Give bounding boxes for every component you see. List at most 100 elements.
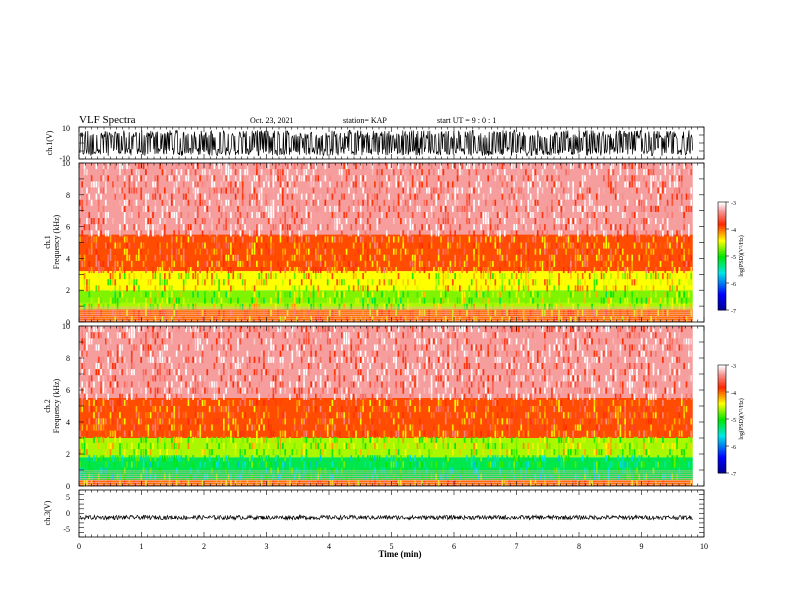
- spectrogram-cell: [258, 442, 261, 450]
- spectrogram-cell: [121, 387, 124, 394]
- spectrogram-cell: [130, 350, 133, 357]
- spectrogram-cell: [444, 248, 447, 255]
- spectrogram-cell: [149, 218, 152, 225]
- spectrogram-cell: [435, 273, 438, 280]
- spectrogram-cell: [515, 260, 518, 267]
- spectrogram-cell: [90, 303, 93, 310]
- spectrogram-cell: [307, 332, 310, 339]
- spectrogram-cell: [352, 393, 355, 400]
- spectrogram-cell: [159, 163, 161, 170]
- spectrogram-cell: [133, 285, 135, 292]
- spectrogram-cell: [88, 230, 91, 237]
- spectrogram-cell: [343, 350, 346, 357]
- spectrogram-cell: [350, 449, 353, 456]
- spectrogram-cell: [470, 303, 473, 310]
- spectrogram-cell: [305, 430, 308, 437]
- spectrogram-cell: [374, 254, 376, 261]
- spectrogram-cell: [437, 163, 440, 170]
- spectrogram-cell: [86, 418, 88, 425]
- spectrogram-cell: [614, 236, 617, 243]
- spectrogram-cell: [168, 369, 171, 376]
- spectrogram-cell: [149, 479, 152, 486]
- spectrogram-cell: [626, 285, 629, 292]
- spectrogram-cell: [211, 381, 213, 388]
- spectrogram-cell: [326, 442, 329, 450]
- spectrogram-cell: [149, 455, 152, 462]
- spectrogram-cell: [90, 381, 93, 388]
- spectrogram-cell: [161, 387, 164, 394]
- spectrogram-cell: [248, 375, 251, 382]
- spectrogram-cell: [102, 175, 105, 182]
- spectrogram-cell: [300, 230, 303, 237]
- spectrogram-cell: [135, 297, 138, 304]
- spectrogram-cell: [246, 211, 249, 219]
- colorbar-swatch: [718, 297, 726, 300]
- spectrogram-cell: [265, 467, 268, 474]
- spectrogram-cell: [645, 273, 648, 280]
- spectrogram-cell: [447, 273, 449, 280]
- spectrogram-cell: [312, 356, 315, 363]
- spectrogram-cell: [128, 163, 131, 170]
- spectrogram-cell: [267, 175, 270, 182]
- spectrogram-cell: [562, 315, 565, 322]
- spectrogram-cell: [442, 230, 445, 237]
- spectrogram-cell: [350, 344, 353, 351]
- spectrogram-cell: [173, 291, 176, 298]
- spectrogram-cell: [588, 218, 591, 225]
- spectrogram-cell: [215, 430, 218, 437]
- spectrogram-cell: [277, 467, 279, 474]
- spectrogram-cell: [310, 350, 312, 357]
- spectrogram-cell: [168, 449, 171, 456]
- spectrogram-cell: [319, 356, 322, 363]
- spectrogram-cell: [444, 193, 447, 200]
- spectrogram-cell: [185, 266, 187, 274]
- spectrogram-cell: [310, 362, 312, 370]
- spectrogram-cell: [685, 303, 688, 310]
- spectrogram-cell: [225, 406, 228, 413]
- spectrogram-cell: [154, 230, 157, 237]
- spectrogram-cell: [171, 399, 173, 406]
- spectrogram-cell: [317, 254, 320, 261]
- spectrogram-cell: [95, 285, 98, 292]
- spectrogram-cell: [473, 315, 475, 322]
- spectrogram-cell: [553, 285, 556, 292]
- spectrogram-cell: [145, 461, 147, 468]
- spectrogram-cell: [152, 175, 154, 182]
- spectrogram-cell: [119, 193, 121, 200]
- spectrogram-cell: [201, 169, 204, 176]
- spectrogram-cell: [286, 260, 289, 267]
- spectrogram-cell: [199, 399, 202, 406]
- spectrogram-cell: [510, 187, 513, 194]
- spectrogram-cell: [213, 279, 216, 286]
- spectrogram-cell: [350, 260, 353, 267]
- spectrogram-cell: [345, 375, 348, 382]
- colorbar-swatch: [718, 212, 726, 216]
- spectrogram-cell: [130, 211, 133, 219]
- spectrogram-cell: [185, 412, 187, 419]
- spectrogram-cell: [303, 169, 305, 176]
- spectrogram-cell: [79, 205, 81, 212]
- spectrogram-cell: [678, 291, 681, 298]
- spectrogram-cell: [97, 205, 100, 212]
- spectrogram-cell: [267, 356, 270, 363]
- spectrogram-cell: [197, 218, 199, 225]
- spectrogram-cell: [527, 273, 530, 280]
- spectrogram-cell: [640, 254, 643, 261]
- spectrogram-cell: [112, 442, 114, 450]
- spectrogram-cell: [310, 291, 312, 298]
- spectrogram-cell: [307, 461, 310, 468]
- spectrogram-cell: [171, 297, 173, 304]
- spectrogram-cell: [447, 285, 449, 292]
- spectrogram-cell: [336, 406, 338, 413]
- spectrogram-cell: [326, 297, 329, 304]
- spectrogram-cell: [593, 163, 596, 170]
- spectrogram-cell: [282, 199, 284, 206]
- spectrogram-cell: [407, 181, 409, 188]
- spectrogram-cell: [199, 393, 202, 400]
- spectrogram-cell: [140, 350, 143, 357]
- spectrogram-cell: [572, 211, 575, 219]
- spectrogram-cell: [603, 315, 605, 322]
- colorbar-swatch: [718, 301, 726, 304]
- spectrogram-cell: [128, 175, 131, 182]
- spectrogram-cell: [282, 315, 284, 322]
